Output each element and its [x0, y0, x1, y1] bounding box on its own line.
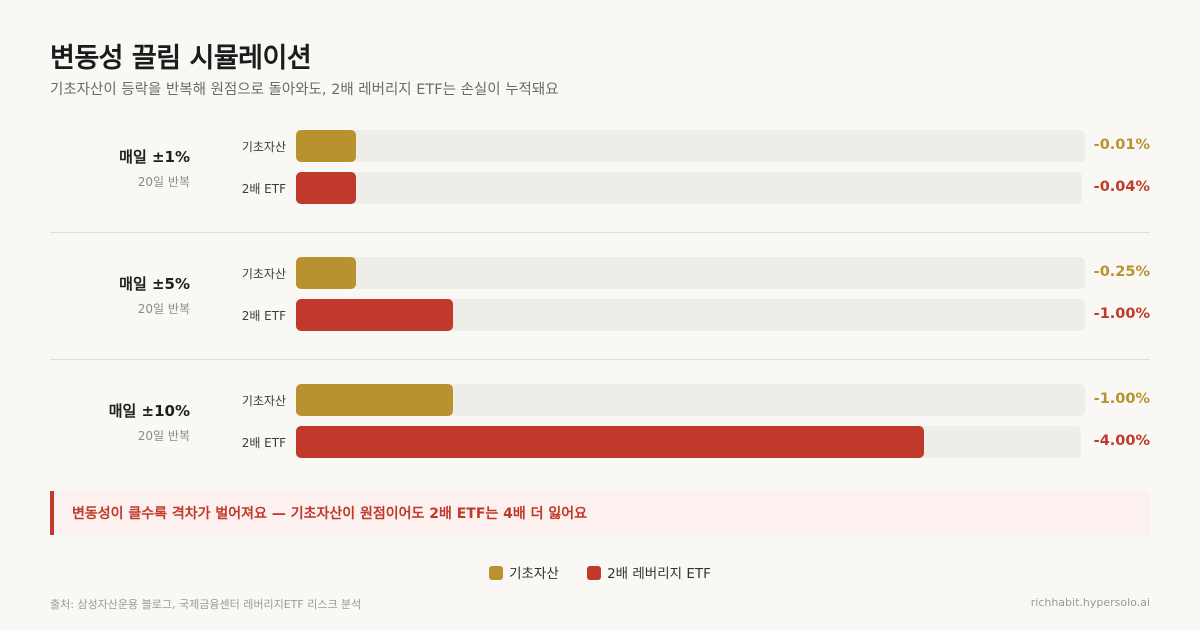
group-divider: [50, 232, 1150, 233]
bar-label-etf: 2배 ETF: [241, 182, 286, 196]
site-link[interactable]: richhabit.hypersolo.ai: [1030, 596, 1150, 609]
bar-label-etf: 2배 ETF: [241, 309, 286, 323]
bar-track: [296, 130, 1085, 162]
value-label-base: -0.25%: [1093, 264, 1150, 280]
bar-track: [296, 299, 1085, 331]
scenario-label: 매일 ±5% 20일 반복: [119, 273, 190, 317]
bar-row-etf: 2배 ETF -0.04%: [50, 172, 1150, 204]
legend-item-etf: 2배 레버리지 ETF: [587, 562, 711, 582]
legend-item-base: 기초자산: [489, 562, 559, 582]
scenario-name: 매일 ±10%: [108, 402, 190, 420]
bar-etf: [296, 299, 453, 331]
bar-track: [296, 426, 1081, 458]
bar-label-base: 기초자산: [241, 267, 286, 281]
bar-row-base: 기초자산 -1.00%: [50, 384, 1150, 416]
bar-base: [296, 130, 356, 162]
scenario-repetitions: 20일 반복: [137, 429, 190, 443]
bar-label-base: 기초자산: [241, 394, 286, 408]
bar-label-base: 기초자산: [241, 140, 286, 154]
chart-subtitle: 기초자산이 등락을 반복해 원점으로 돌아와도, 2배 레버리지 ETF는 손실…: [50, 82, 559, 98]
bar-track: [296, 257, 1085, 289]
scenario-group: 매일 ±10% 20일 반복 기초자산 -1.00% 2배 ETF -4.00%: [50, 384, 1150, 494]
scenario-group: 매일 ±1% 20일 반복 기초자산 -0.01% 2배 ETF -0.04%: [50, 130, 1150, 240]
legend-label-base: 기초자산: [509, 566, 559, 582]
callout-box: 변동성이 클수록 격차가 벌어져요 — 기초자산이 원점이어도 2배 ETF는 …: [50, 491, 1150, 535]
bar-base: [296, 257, 356, 289]
bar-row-base: 기초자산 -0.25%: [50, 257, 1150, 289]
scenario-name: 매일 ±5%: [119, 275, 190, 293]
bar-track: [296, 172, 1082, 204]
callout-text: 변동성이 클수록 격차가 벌어져요 — 기초자산이 원점이어도 2배 ETF는 …: [72, 506, 588, 522]
bar-row-etf: 2배 ETF -1.00%: [50, 299, 1150, 331]
scenario-label: 매일 ±10% 20일 반복: [109, 400, 190, 444]
bar-track: [296, 384, 1085, 416]
value-label-base: -0.01%: [1093, 137, 1150, 153]
scenario-repetitions: 20일 반복: [137, 302, 190, 316]
bar-etf: [296, 426, 924, 458]
bar-row-base: 기초자산 -0.01%: [50, 130, 1150, 162]
value-label-etf: -0.04%: [1093, 179, 1150, 195]
bar-base: [296, 384, 453, 416]
value-label-etf: -4.00%: [1093, 433, 1150, 449]
source-note: 출처: 삼성자산운용 블로그, 국제금융센터 레버리지ETF 리스크 분석: [50, 598, 362, 611]
bar-row-etf: 2배 ETF -4.00%: [50, 426, 1150, 458]
group-divider: [50, 359, 1150, 360]
scenario-repetitions: 20일 반복: [137, 175, 190, 189]
legend-swatch-base: [489, 566, 504, 580]
legend: 기초자산 2배 레버리지 ETF: [0, 562, 1200, 582]
bar-label-etf: 2배 ETF: [241, 436, 286, 450]
value-label-etf: -1.00%: [1093, 306, 1150, 322]
value-label-base: -1.00%: [1093, 391, 1150, 407]
bar-etf: [296, 172, 356, 204]
legend-swatch-etf: [587, 566, 602, 580]
scenario-name: 매일 ±1%: [119, 148, 190, 166]
chart-title: 변동성 끌림 시뮬레이션: [50, 43, 312, 74]
scenario-label: 매일 ±1% 20일 반복: [119, 146, 190, 190]
scenario-group: 매일 ±5% 20일 반복 기초자산 -0.25% 2배 ETF -1.00%: [50, 257, 1150, 367]
legend-label-etf: 2배 레버리지 ETF: [607, 566, 711, 582]
